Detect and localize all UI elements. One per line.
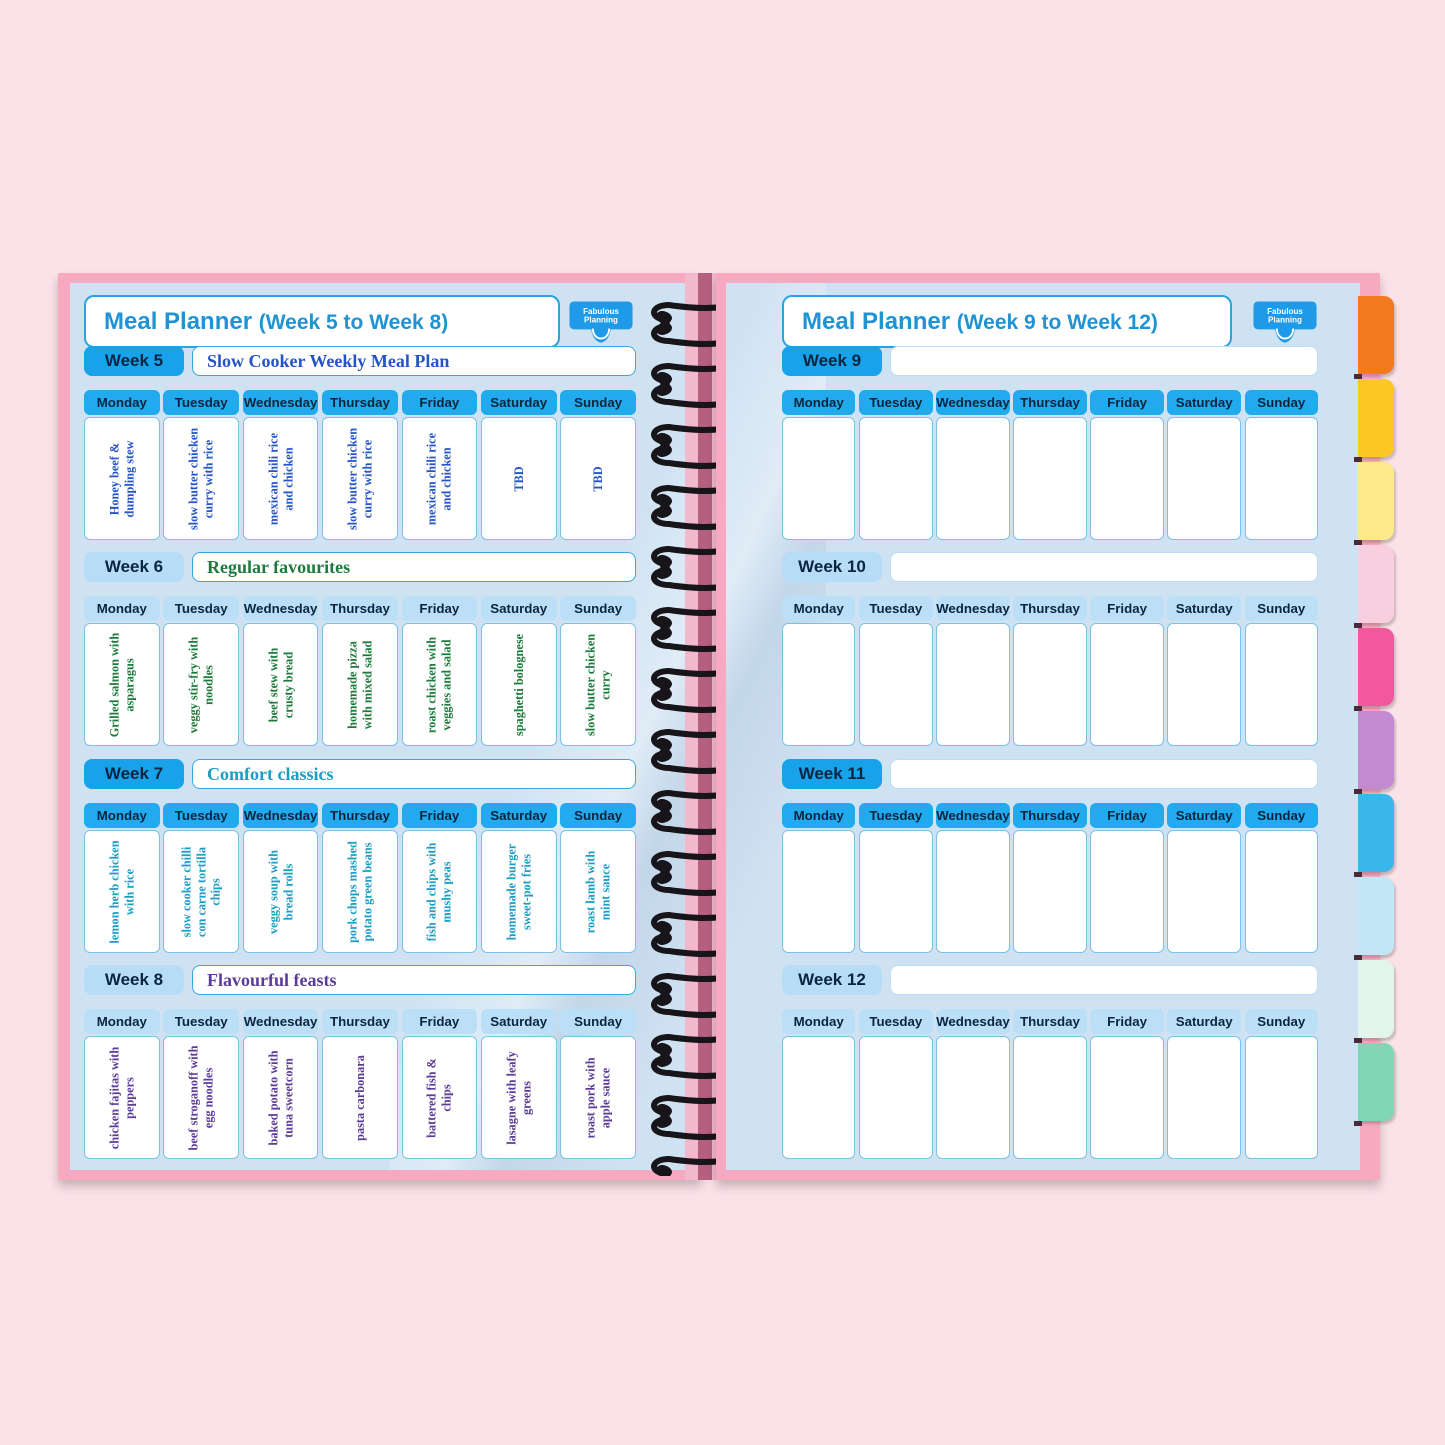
svg-text:Fabulous: Fabulous	[1267, 307, 1303, 316]
svg-text:Planning: Planning	[1268, 316, 1302, 325]
svg-text:Planning: Planning	[584, 316, 618, 325]
svg-text:Fabulous: Fabulous	[583, 307, 619, 316]
